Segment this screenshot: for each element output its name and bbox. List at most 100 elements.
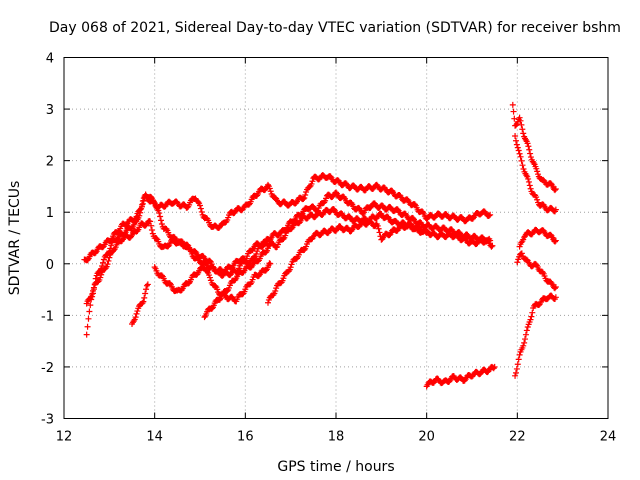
y-tick-label: 4 [46,52,54,67]
data-point [137,209,144,216]
data-point [209,305,216,312]
data-point [280,236,287,243]
data-point [520,342,527,349]
data-point [186,280,193,287]
data-point [87,302,94,309]
data-point [454,232,461,239]
data-point [308,180,315,187]
data-point [158,221,165,228]
data-point [133,310,140,317]
data-point [147,218,154,225]
data-point [148,222,155,229]
x-tick-label: 14 [146,430,163,445]
data-point [525,175,532,182]
data-point [129,225,135,232]
data-point [106,254,113,261]
data-point [520,130,527,137]
data-point [83,331,90,338]
data-point [197,202,203,209]
data-point [272,287,279,294]
y-axis: 4 3 2 1 0 -1 -2 -3 [41,52,608,428]
data-point [515,147,522,154]
data-point [509,101,516,108]
data-point [99,259,106,266]
data-point [86,308,93,315]
x-tick-label: 20 [418,430,435,445]
series-4 [129,218,430,327]
data-point [265,245,271,252]
data-point [255,272,262,279]
series-5 [423,363,498,390]
data-point [512,372,519,379]
data-point [517,117,524,124]
data-point [552,206,559,213]
data-point [551,285,558,292]
y-tick-label: 1 [46,206,54,221]
data-point [89,291,96,298]
data-point [430,379,437,386]
data-point [527,185,534,192]
x-tick-label: 12 [56,430,73,445]
data-point [158,217,165,224]
data-point [512,122,519,129]
data-point [105,257,112,264]
data-point [488,243,495,250]
data-point [224,288,231,295]
data-point [376,229,383,236]
data-point [149,230,156,237]
data-point [267,260,274,267]
data-point [373,215,380,222]
data-point [486,212,493,219]
data-point [108,242,115,249]
data-point [198,208,205,215]
data-point [552,187,559,194]
data-point [525,143,532,150]
grid [64,57,608,419]
data-point [490,365,497,372]
data-point [534,168,541,175]
data-point [526,182,533,189]
data-point [265,181,271,188]
data-point [491,363,498,370]
data-point [153,235,160,242]
data-point [526,146,533,153]
data-point [513,365,520,372]
data-point [148,194,155,201]
data-point [249,247,256,254]
data-point [84,323,91,330]
data-point [487,211,494,218]
data-point [513,141,520,148]
data-point [517,153,524,160]
data-point [90,284,97,291]
y-tick-label: 2 [46,155,54,170]
data-point [301,246,308,253]
y-tick-label: 0 [46,258,54,273]
data-point [192,248,199,255]
data-point [520,166,527,173]
series-1 [81,172,494,264]
y-axis-label: SDTVAR / TECUs [7,181,23,296]
data-point [515,356,522,363]
data-point [201,314,208,321]
data-point [85,315,92,322]
x-tick-label: 16 [237,430,254,445]
data-point [389,187,396,194]
data-point [516,150,523,157]
series-6 [509,101,559,379]
data-point [157,213,164,220]
data-point [510,108,517,115]
x-tick-label: 22 [509,430,526,445]
data-point [523,327,530,334]
plot-area [81,101,559,390]
data-point [348,199,355,206]
data-point [331,206,338,213]
data-point [519,162,526,169]
data-point [144,281,151,288]
data-point [527,150,534,157]
y-tick-label: 3 [46,103,54,118]
data-point [552,237,559,244]
data-point [521,339,528,346]
data-point [206,274,213,281]
data-point [143,282,150,289]
